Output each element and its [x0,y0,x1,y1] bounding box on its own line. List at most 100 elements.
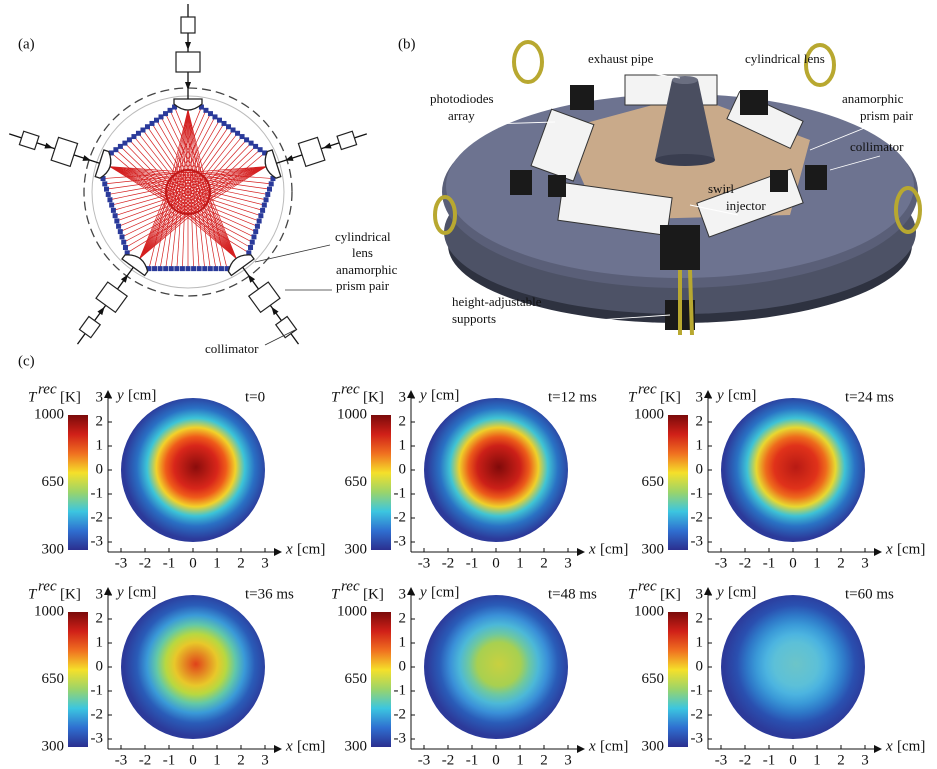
x-tick-label: 2 [837,752,845,768]
y-axis-unit: [cm] [431,387,459,403]
x-tick-label: -3 [115,752,128,768]
arrow [285,142,332,161]
x-tick-label: -2 [442,752,455,768]
time-label: t=60 ms [845,586,894,602]
photodiode [262,150,268,156]
y-tick-label: -2 [394,509,407,525]
colorbar-tick-label: 1000 [337,406,367,422]
colorbar-symbol: T [331,586,341,602]
photodiode [207,266,213,272]
x-tick-label: 2 [540,752,548,768]
emitter-arm [173,4,203,111]
colorbar [668,415,688,550]
photodiode [109,202,115,208]
colorbar-unit: [K] [60,586,81,602]
y-tick-label: 2 [96,413,104,429]
y-tick-label: 1 [696,437,704,453]
colorbar-superscript: rec [638,578,657,594]
y-tick-label: 2 [399,413,407,429]
y-axis-var: y [418,584,427,600]
photodiode [266,186,272,192]
laser-beam [169,110,237,259]
x-axis-var: x [885,541,893,557]
photodiode [207,111,213,117]
laser-beam [139,123,225,259]
photodiode [263,197,269,203]
laser-beam [139,133,238,259]
photodiode [157,266,163,272]
x-tick-label: -3 [715,555,728,571]
photodiode [226,124,232,130]
arrow [97,274,129,316]
photodiode [168,266,174,272]
y-tick-label: 0 [696,461,704,477]
leader-line [809,124,873,151]
photodiode [172,104,178,110]
photodiode [174,266,180,272]
emitter-arm [264,130,367,179]
content: (a) (b)(c)cylindricallensanamorphicprism … [9,4,925,768]
x-tick-label: 1 [213,555,221,571]
laser-beam [139,149,261,259]
leader-line [689,204,739,216]
leader-line [254,244,331,263]
photodiode [248,140,254,146]
callout: injector [726,198,766,213]
colorbar-tick-label: 1000 [337,603,367,619]
emitter-arm [9,130,112,179]
laser-beam [116,166,267,222]
photodiode [261,202,267,208]
prism-pair [95,281,129,314]
colorbar-tick-label: 1000 [634,603,664,619]
laser-beam [109,166,272,185]
y-tick-label: -3 [91,533,104,549]
photodiode [202,266,208,272]
x-tick-label: 0 [789,555,797,571]
colorbar-superscript: rec [341,381,360,397]
probe-region [165,169,211,215]
x-tick-label: 1 [813,555,821,571]
leader-line [769,67,776,91]
laser-beam [109,166,260,222]
x-tick-label: -3 [418,555,431,571]
colorbar-tick-label: 300 [42,738,65,754]
photodiode [230,127,236,133]
colorbar-tick-label: 300 [345,541,368,557]
y-tick-label: 0 [399,658,407,674]
x-axis-unit: [cm] [897,738,925,754]
photodiode [119,234,125,240]
colorbar-superscript: rec [38,381,57,397]
photodiode [270,176,276,182]
laser-beam [139,126,229,259]
photodiode [105,191,111,197]
y-axis-var: y [715,584,724,600]
laser-beam [109,166,268,195]
cylindrical-lens [94,149,112,179]
y-tick-label: -2 [91,706,104,722]
x-tick-label: 2 [237,555,245,571]
panel-label: (b) [398,36,416,52]
collimator [274,315,298,339]
photodiode [146,266,152,272]
photodiode [221,120,227,126]
y-tick-label: 1 [399,634,407,650]
callout: cylindrical lens [745,51,825,66]
x-axis-var: x [588,541,596,557]
y-tick-label: -3 [394,730,407,746]
collimator [336,130,358,151]
x-tick-label: -2 [139,752,152,768]
colorbar [668,612,688,747]
x-tick-label: -2 [739,555,752,571]
x-tick-label: -1 [466,555,479,571]
photodiode [153,117,159,123]
y-tick-label: -3 [91,730,104,746]
apparatus-render [392,30,932,340]
time-label: t=48 ms [548,586,597,602]
x-tick-label: 3 [861,555,869,571]
y-tick-label: 3 [399,586,407,602]
callout: swirl [708,181,734,196]
photodiode [253,143,259,149]
y-tick-label: 1 [96,634,104,650]
photodiode [257,147,263,153]
